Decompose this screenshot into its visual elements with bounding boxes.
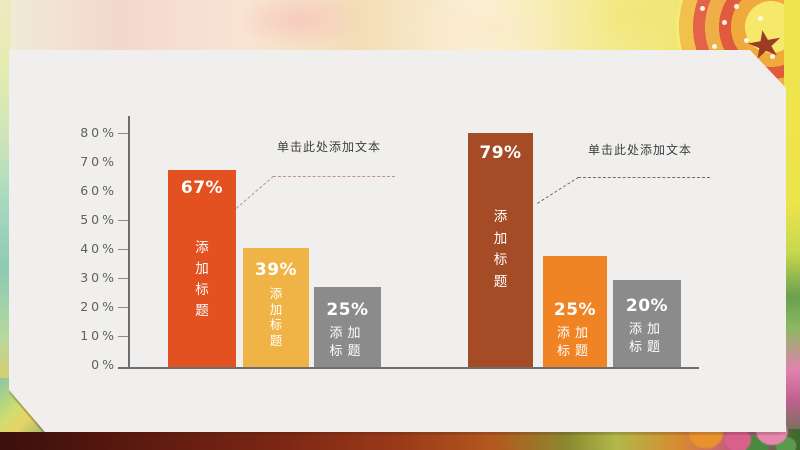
y-axis-tick-label: 0% xyxy=(91,357,117,372)
y-axis-tick xyxy=(118,278,128,279)
background-watercolor-top xyxy=(0,0,800,54)
x-axis-line xyxy=(118,367,699,369)
y-axis-tick-label: 20% xyxy=(80,299,117,314)
chart-bar-25-gray: 25% 添加标题 xyxy=(314,287,381,367)
y-axis-line xyxy=(128,116,130,368)
y-axis-tick-label: 80% xyxy=(80,125,117,140)
chart-bar-67: 67% 添加标题 xyxy=(168,170,236,367)
callout-text: 单击此处添加文本 xyxy=(277,140,382,154)
callout-dashed-line xyxy=(578,177,710,178)
y-axis-tick-label: 10% xyxy=(80,328,117,343)
bar-value-label: 67% xyxy=(180,178,224,198)
y-axis-tick-label: 30% xyxy=(80,270,117,285)
bar-value-label: 20% xyxy=(625,296,669,316)
callout-dashed-line xyxy=(273,176,395,177)
y-axis-tick xyxy=(118,307,128,308)
y-axis-tick-label: 40% xyxy=(80,241,117,256)
arc-lights-decoration xyxy=(700,6,705,11)
bar-title: 添加标题 xyxy=(329,326,366,360)
chart-bar-79: 79% 添加标题 xyxy=(468,133,533,367)
slide-card: 80% 70% 60% 50% 40% 30% 20% 10% 0% 67% 添… xyxy=(9,50,786,432)
y-axis-tick xyxy=(118,336,128,337)
y-axis-tick xyxy=(118,133,128,134)
y-axis-tick-label: 60% xyxy=(80,183,117,198)
bar-title: 添加标题 xyxy=(493,209,508,290)
background-bottom-band xyxy=(0,429,800,450)
callout-dashed-leader xyxy=(236,175,274,209)
bar-title: 添加标题 xyxy=(269,286,283,348)
bar-title: 添加标题 xyxy=(195,240,209,319)
bar-value-label: 39% xyxy=(254,260,298,280)
background-left-strip xyxy=(0,0,11,450)
callout-dashed-leader xyxy=(537,176,579,204)
bar-chart: 80% 70% 60% 50% 40% 30% 20% 10% 0% 67% 添… xyxy=(9,50,786,432)
bar-value-label: 25% xyxy=(326,300,369,320)
bar-value-label: 25% xyxy=(553,300,597,320)
bar-title: 添加标题 xyxy=(628,322,665,356)
y-axis-tick-label: 70% xyxy=(80,154,117,169)
chart-bar-39: 39% 添加标题 xyxy=(243,248,309,367)
chart-bar-20: 20% 添加标题 xyxy=(613,280,681,367)
y-axis-tick-label: 50% xyxy=(80,212,117,227)
y-axis-tick xyxy=(118,220,128,221)
y-axis-tick xyxy=(118,249,128,250)
bar-value-label: 79% xyxy=(479,143,522,163)
callout-text: 单击此处添加文本 xyxy=(588,143,693,157)
chart-bar-25-orange: 25% 添加标题 xyxy=(543,256,607,367)
background-right-strip xyxy=(784,0,800,450)
bar-title: 添加标题 xyxy=(556,326,593,360)
